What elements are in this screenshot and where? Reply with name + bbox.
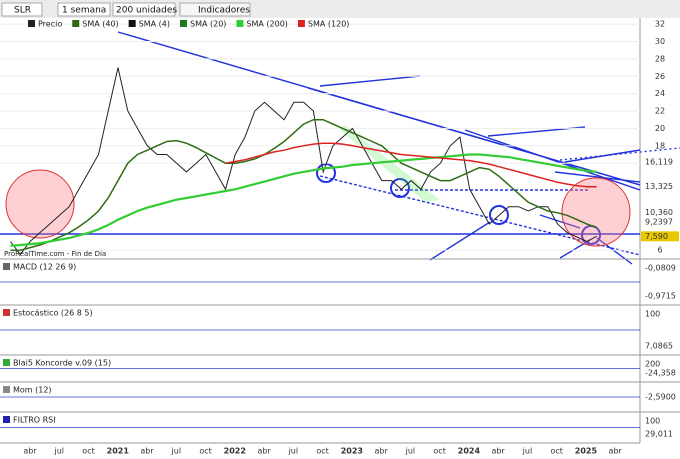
panel-title: MACD (12 26 9) <box>13 263 76 272</box>
x-tick-label: abr <box>609 447 623 456</box>
panel-value-label: 29,011 <box>645 430 673 439</box>
x-tick-label: jul <box>171 447 182 456</box>
legend-label: SMA (40) <box>82 20 118 29</box>
panel-icon <box>3 359 10 366</box>
legend-label: SMA (200) <box>246 20 288 29</box>
panel-icon <box>3 386 10 393</box>
highlight-circle <box>561 177 631 247</box>
price-label: 10,360 <box>645 208 673 217</box>
legend-swatch <box>128 20 136 27</box>
y-tick-label: 26 <box>655 72 665 81</box>
y-tick-label: 32 <box>655 20 665 29</box>
legend-swatch <box>179 20 187 27</box>
series-line <box>225 142 597 188</box>
y-tick-label: 24 <box>655 89 665 98</box>
x-tick-label: jul <box>405 447 416 456</box>
legend-label: SMA (4) <box>139 20 170 29</box>
x-tick-label: oct <box>550 447 562 456</box>
x-tick-label: oct <box>199 447 211 456</box>
indicators[interactable]: Indicadores <box>198 6 250 16</box>
legend-label: SMA (120) <box>308 20 350 29</box>
x-tick-label: abr <box>257 447 271 456</box>
price-label-box <box>641 207 679 218</box>
x-tick-label: 2023 <box>341 447 363 456</box>
x-tick-label: 2024 <box>458 447 481 456</box>
series-line <box>10 118 597 251</box>
y-tick-label: 28 <box>655 54 665 63</box>
price-label: 9,2397 <box>645 218 673 227</box>
x-tick-label: oct <box>82 447 94 456</box>
highlight-circle <box>5 169 75 239</box>
legend-swatch <box>28 20 35 27</box>
panel-icon <box>3 263 10 270</box>
price-label-box <box>641 217 679 228</box>
panel-value-label: -0,9715 <box>645 292 676 301</box>
y-tick-label: 20 <box>655 124 665 133</box>
series-line <box>10 67 597 256</box>
y-tick-label: 22 <box>655 107 665 116</box>
price-label-box <box>641 231 679 242</box>
panel-icon <box>3 309 10 316</box>
price-label-box <box>641 181 679 192</box>
x-tick-label: abr <box>492 447 506 456</box>
x-tick-label: jul <box>522 447 533 456</box>
period[interactable]: 1 semana <box>62 6 106 16</box>
x-tick-label: abr <box>23 447 37 456</box>
panel-value-label: 100 <box>645 417 660 426</box>
x-tick-label: 2022 <box>224 447 246 456</box>
period-box[interactable] <box>57 2 111 17</box>
x-tick-label: abr <box>374 447 388 456</box>
panel-value-label: 200 <box>645 360 660 369</box>
panel-title: Mom (12) <box>13 386 52 395</box>
x-tick-label: jul <box>54 447 65 456</box>
watermark: ProRealTime.com - Fin de Día <box>4 250 106 258</box>
panel-title: FILTRO RSI <box>13 416 56 425</box>
panel-icon <box>3 416 10 423</box>
y-tick-label: 30 <box>655 37 665 46</box>
price-label: 16,119 <box>645 158 673 167</box>
x-tick-label: oct <box>433 447 445 456</box>
legend-swatch <box>297 20 305 27</box>
x-tick-label: jul <box>288 447 299 456</box>
panel-value-label: -2,5900 <box>645 393 676 402</box>
symbol[interactable]: SLR <box>14 6 31 16</box>
x-tick-label: abr <box>140 447 154 456</box>
annotations <box>0 31 680 265</box>
panel-value-label: 100 <box>645 310 660 319</box>
legend-swatch <box>72 20 80 27</box>
price-label: 7,590 <box>645 232 668 241</box>
x-tick-label: oct <box>316 447 328 456</box>
legend-label: Precio <box>38 20 62 29</box>
x-tick-label: 2025 <box>575 447 598 456</box>
panel-title: Estocástico (26 8 5) <box>13 309 93 318</box>
panel-title: Blai5 Koncorde v.09 (15) <box>13 359 111 368</box>
indicators-box[interactable] <box>179 2 251 17</box>
panel-value-label: 7,0865 <box>645 342 673 351</box>
units-box[interactable] <box>112 2 176 17</box>
x-tick-label: 2021 <box>107 447 130 456</box>
y-tick-label: 18 <box>655 141 665 150</box>
series-line <box>10 153 597 247</box>
panel-value-label: -0,0809 <box>645 264 676 273</box>
units[interactable]: 200 unidades <box>116 6 177 16</box>
legend-label: SMA (20) <box>190 20 226 29</box>
y-tick-label: 6 <box>657 246 662 255</box>
price-label: 13,325 <box>645 182 673 191</box>
price-label-box <box>641 157 679 168</box>
legend-swatch <box>236 20 244 27</box>
symbol-box[interactable] <box>1 2 43 17</box>
panel-value-label: -24,358 <box>645 369 676 378</box>
